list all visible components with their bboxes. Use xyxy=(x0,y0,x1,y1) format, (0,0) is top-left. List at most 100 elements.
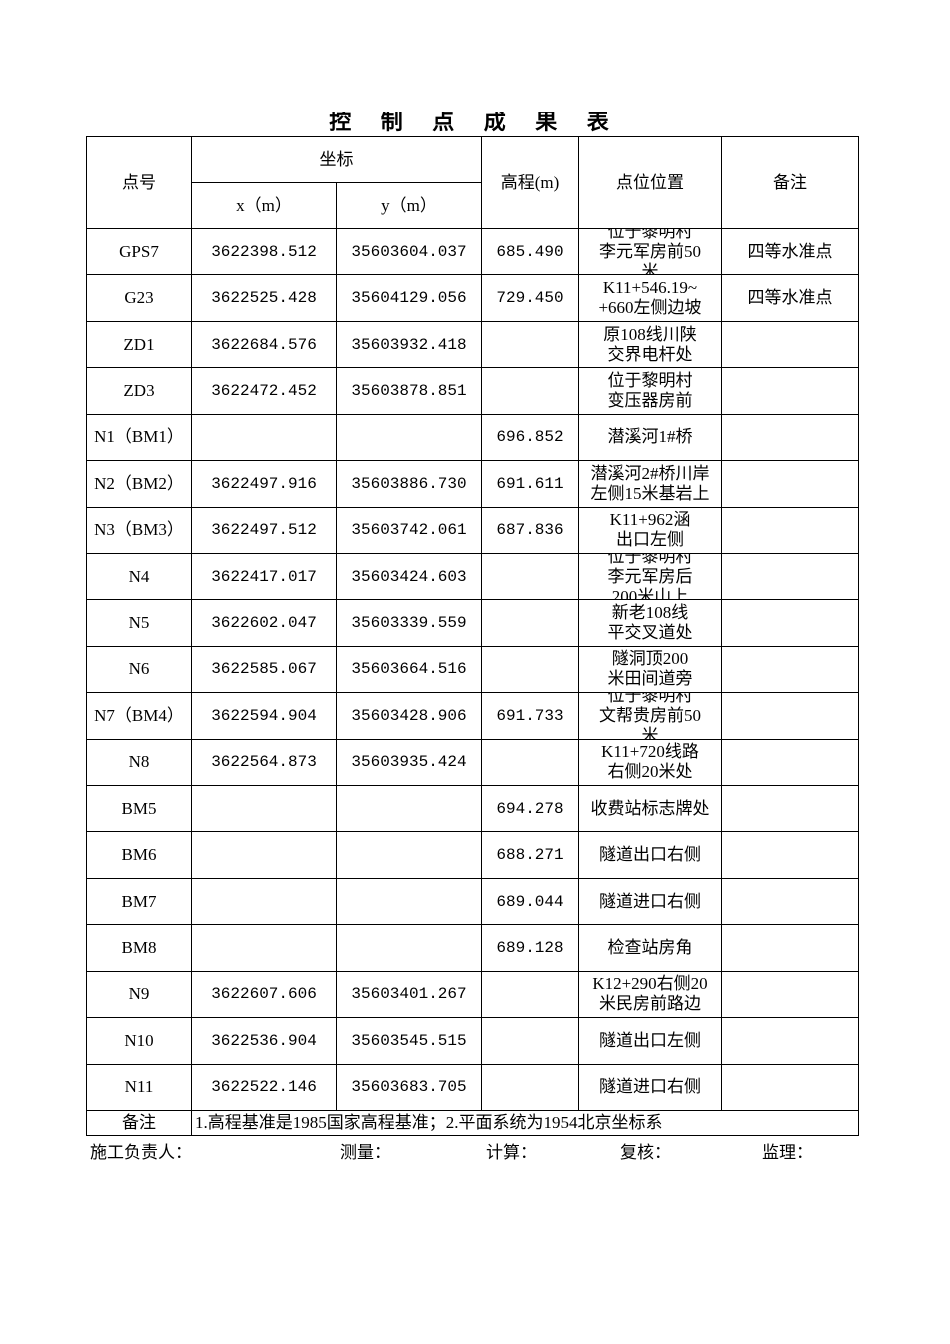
cell-text: 35603932.418 xyxy=(351,335,467,354)
header-cell: 坐标 xyxy=(191,136,482,183)
header-cell: 点号 xyxy=(86,136,192,229)
table-cell xyxy=(191,831,337,879)
table-cell xyxy=(336,413,482,462)
table-cell: 35603683.705 xyxy=(336,1063,482,1111)
cell-text: 689.128 xyxy=(496,939,564,958)
cell-text: 691.611 xyxy=(496,474,564,493)
table-cell: 35603401.267 xyxy=(336,970,482,1019)
footer-label: 监理： xyxy=(762,1143,813,1162)
header-text: 坐标 xyxy=(319,149,354,169)
table-cell xyxy=(191,785,337,833)
cell-text: N7（BM4） xyxy=(94,705,184,725)
table-cell: BM6 xyxy=(86,831,192,879)
table-cell: 687.836 xyxy=(481,506,579,554)
cell-text: BM5 xyxy=(121,798,157,818)
cell-text: 35603545.515 xyxy=(351,1031,467,1050)
table-cell: 35603935.424 xyxy=(336,738,482,787)
table-cell xyxy=(721,831,859,879)
table-cell: 隧道出口左侧 xyxy=(578,1017,722,1065)
table-cell: 3622417.017 xyxy=(191,552,337,601)
cell-text: 35603664.516 xyxy=(351,660,467,679)
table-cell: 35603424.603 xyxy=(336,552,482,601)
table-cell xyxy=(481,970,579,1019)
table-cell: 收费站标志牌处 xyxy=(578,785,722,833)
location-line: 收费站标志牌处 xyxy=(590,798,710,818)
table-cell: 689.044 xyxy=(481,877,579,926)
table-cell: 729.450 xyxy=(481,274,579,322)
table-cell: 35603664.516 xyxy=(336,645,482,694)
cell-text: 3622602.047 xyxy=(211,614,317,633)
cell-text: N11 xyxy=(124,1077,154,1097)
table-cell: 691.611 xyxy=(481,460,579,508)
footer-label: 测量： xyxy=(340,1143,391,1162)
table-cell xyxy=(481,645,579,694)
location-line: 潜溪河2#桥川岸 xyxy=(590,463,710,483)
location-line: 隧道出口右侧 xyxy=(599,845,701,865)
cell-text: 35604129.056 xyxy=(351,289,467,308)
header-cell: 备注 xyxy=(721,136,859,229)
table-cell xyxy=(721,320,859,369)
location-line: 米 xyxy=(641,725,659,740)
table-cell: N3（BM3） xyxy=(86,506,192,554)
cell-text: 691.733 xyxy=(496,706,564,725)
location-line: 文帮贵房前50 xyxy=(599,705,701,725)
cell-text: GPS7 xyxy=(119,241,159,261)
cell-text: 3622497.916 xyxy=(211,474,317,493)
table-cell: K11+546.19~ +660左侧边坡 xyxy=(578,274,722,322)
cell-text: 3622536.904 xyxy=(211,1031,317,1050)
location-line: 变压器房前 xyxy=(607,390,693,410)
table-cell xyxy=(721,506,859,554)
cell-text: 3622525.428 xyxy=(211,289,317,308)
table-cell xyxy=(721,785,859,833)
location-line: 潜溪河1#桥 xyxy=(607,427,693,447)
table-cell: 696.852 xyxy=(481,413,579,462)
table-cell xyxy=(481,552,579,601)
table-cell: 3622525.428 xyxy=(191,274,337,322)
header-text: 点号 xyxy=(122,172,156,192)
table-cell: 3622607.606 xyxy=(191,970,337,1019)
cell-text: ZD3 xyxy=(123,380,155,400)
table-cell xyxy=(721,738,859,787)
cell-text: 3622585.067 xyxy=(211,660,317,679)
header-text: y（m） xyxy=(381,195,437,215)
table-cell: 3622497.916 xyxy=(191,460,337,508)
table-cell xyxy=(721,692,859,740)
footer-label: 施工负责人： xyxy=(90,1143,192,1162)
cell-text: 四等水准点 xyxy=(747,241,833,261)
table-cell xyxy=(481,320,579,369)
location-line: 米民房前路边 xyxy=(599,994,701,1014)
location-line: 出口左侧 xyxy=(616,530,684,550)
table-cell: 隧道进口右侧 xyxy=(578,877,722,926)
table-cell: 位于黎明村 李元军房前50 米 xyxy=(578,228,722,276)
table-cell: 35603545.515 xyxy=(336,1017,482,1065)
note-cell: 1.高程基准是1985国家高程基准；2.平面系统为1954北京坐标系 xyxy=(191,1110,859,1136)
table-cell: N8 xyxy=(86,738,192,787)
table-cell: 潜溪河2#桥川岸 左侧15米基岩上 xyxy=(578,460,722,508)
location-line: K11+962涵 xyxy=(609,510,691,530)
table-cell xyxy=(191,877,337,926)
cell-text: 3622417.017 xyxy=(211,567,317,586)
table-cell: ZD1 xyxy=(86,320,192,369)
table-cell: BM7 xyxy=(86,877,192,926)
cell-text: 685.490 xyxy=(496,242,564,261)
cell-text: 688.271 xyxy=(496,846,564,865)
table-cell: 35603428.906 xyxy=(336,692,482,740)
cell-text: N10 xyxy=(124,1030,154,1050)
table-cell: G23 xyxy=(86,274,192,322)
table-cell: 35603339.559 xyxy=(336,599,482,647)
location-line: 交界电杆处 xyxy=(607,344,693,364)
location-line: 新老108线 xyxy=(611,603,689,623)
table-cell xyxy=(336,877,482,926)
table-cell: K11+720线路 右侧20米处 xyxy=(578,738,722,787)
table-cell: 691.733 xyxy=(481,692,579,740)
location-line: 检查站房角 xyxy=(607,938,693,958)
table-cell xyxy=(721,413,859,462)
location-line: 200米山上 xyxy=(611,586,689,601)
cell-text: 3622472.452 xyxy=(211,381,317,400)
cell-text: 3622522.146 xyxy=(211,1078,317,1097)
cell-text: 689.044 xyxy=(496,892,564,911)
table-cell xyxy=(721,645,859,694)
location-line: K11+546.19~ xyxy=(602,278,698,298)
table-cell: 689.128 xyxy=(481,924,579,972)
